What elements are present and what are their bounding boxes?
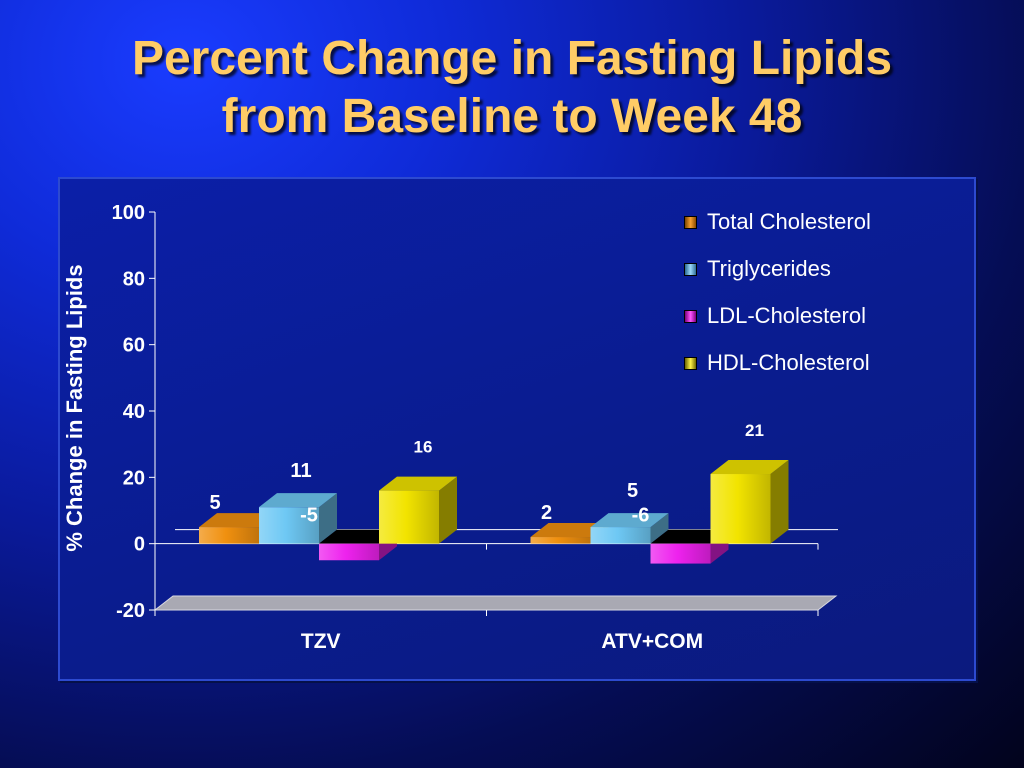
legend-item-hdl-cholesterol: HDL-Cholesterol [684, 349, 964, 396]
legend-item-total-cholesterol: Total Cholesterol [684, 208, 964, 255]
y-tick-label: 0 [134, 534, 145, 556]
data-label: 5 [209, 492, 220, 514]
y-tick-label: 60 [123, 335, 145, 357]
data-label: 16 [414, 438, 433, 457]
data-label: 21 [745, 421, 764, 440]
x-category-label: TZV [301, 630, 341, 653]
legend-label: LDL-Cholesterol [707, 303, 866, 328]
legend-swatch [684, 357, 697, 370]
bar [650, 529, 729, 564]
legend-swatch [684, 310, 697, 323]
y-tick-label: 20 [123, 467, 145, 489]
bar [379, 476, 457, 544]
chart-legend: Total Cholesterol Triglycerides LDL-Chol… [684, 208, 964, 396]
y-axis-title: % Change in Fasting Lipids [62, 264, 87, 551]
x-category-label: ATV+COM [601, 630, 703, 653]
y-tick-label: 100 [112, 202, 145, 224]
y-tick-label: 80 [123, 268, 145, 290]
bar [259, 493, 337, 544]
y-tick-label: -20 [116, 600, 145, 622]
data-label: 2 [541, 502, 552, 524]
slide-title: Percent Change in Fasting Lipids from Ba… [0, 30, 1024, 146]
data-label: -6 [632, 505, 650, 527]
legend-label: HDL-Cholesterol [707, 350, 870, 375]
data-label: 5 [627, 480, 638, 502]
legend-swatch [684, 216, 697, 229]
legend-label: Total Cholesterol [707, 209, 871, 234]
legend-swatch [684, 263, 697, 276]
y-tick-label: 40 [123, 401, 145, 423]
chart-floor [153, 595, 838, 611]
legend-item-ldl-cholesterol: LDL-Cholesterol [684, 302, 964, 349]
data-label: -5 [300, 505, 318, 527]
bar [590, 513, 669, 544]
legend-label: Triglycerides [707, 256, 831, 281]
title-line-1: Percent Change in Fasting Lipids [131, 32, 893, 85]
legend-item-triglycerides: Triglycerides [684, 255, 964, 302]
data-label: 11 [290, 460, 311, 482]
title-line-2: from Baseline to Week 48 [221, 90, 803, 143]
bar [710, 460, 789, 544]
